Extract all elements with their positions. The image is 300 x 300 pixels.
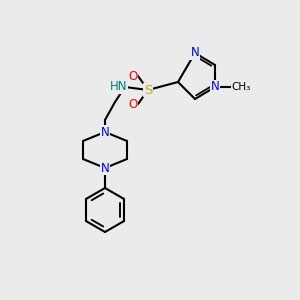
Text: O: O <box>128 70 138 83</box>
Text: S: S <box>144 83 152 97</box>
Text: N: N <box>100 125 109 139</box>
Text: N: N <box>190 46 200 59</box>
Text: N: N <box>100 161 109 175</box>
Text: O: O <box>128 98 138 110</box>
Text: HN: HN <box>110 80 128 94</box>
Text: N: N <box>211 80 219 94</box>
Text: CH₃: CH₃ <box>231 82 250 92</box>
